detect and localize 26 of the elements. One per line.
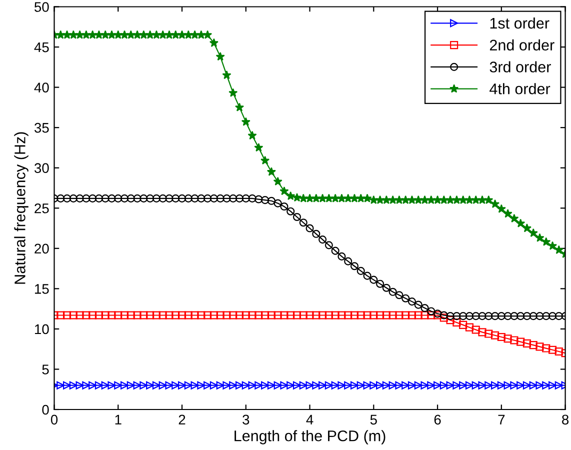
y-tick-label: 35 xyxy=(34,122,49,133)
y-tick-label: 20 xyxy=(34,244,49,254)
legend-label: 1st order xyxy=(490,17,550,29)
y-axis-title: Natural frequency (Hz) xyxy=(14,132,28,284)
x-tick-label: 7 xyxy=(498,414,505,424)
y-tick-label: 5 xyxy=(42,364,49,374)
x-tick-label: 0 xyxy=(50,414,58,425)
legend-label: 4th order xyxy=(490,83,550,94)
legend-label: 2nd order xyxy=(490,39,554,51)
x-tick-label: 2 xyxy=(178,414,186,424)
y-tick-label: 25 xyxy=(34,203,49,214)
y-tick-label: 15 xyxy=(34,284,49,294)
y-tick-label: 40 xyxy=(34,82,49,92)
y-tick-label: 10 xyxy=(34,324,49,334)
x-tick-label: 8 xyxy=(562,414,569,425)
x-tick-label: 1 xyxy=(115,414,122,424)
y-tick-label: 50 xyxy=(34,2,49,12)
x-tick-label: 5 xyxy=(370,414,377,425)
x-tick-label: 3 xyxy=(242,414,250,425)
y-tick-label: 30 xyxy=(34,163,49,174)
x-tick-label: 4 xyxy=(306,414,314,424)
legend-label: 3rd order xyxy=(490,61,551,72)
y-tick-label: 45 xyxy=(34,42,49,52)
x-axis-title: Length of the PCD (m) xyxy=(234,430,386,444)
y-tick-label: 0 xyxy=(42,404,49,415)
x-tick-label: 6 xyxy=(434,414,441,425)
